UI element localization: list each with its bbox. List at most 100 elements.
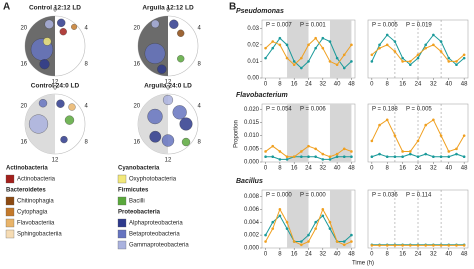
data-point	[416, 139, 420, 143]
x-tick-label: 8	[386, 82, 390, 88]
x-tick-label: 24	[305, 252, 312, 258]
data-point	[278, 150, 282, 153]
x-tick-label: 16	[291, 252, 298, 258]
data-point	[328, 155, 332, 159]
legend-label: Betaproteobacteria	[129, 232, 180, 238]
x-tick-label: 32	[430, 166, 437, 172]
data-point	[292, 240, 296, 243]
data-point	[292, 60, 296, 63]
data-point	[335, 63, 339, 67]
data-point	[370, 155, 374, 159]
data-point	[285, 56, 289, 60]
bubble	[181, 137, 191, 147]
data-point	[321, 158, 325, 161]
dark-period	[287, 190, 309, 248]
hour-label: 8	[85, 140, 89, 146]
legend-label: Cytophagia	[17, 210, 48, 216]
p-value: P = 0.005	[406, 107, 432, 113]
panel-label: A	[3, 2, 10, 13]
data-point	[455, 152, 458, 156]
data-point	[300, 56, 303, 60]
data-point	[278, 43, 282, 47]
data-point	[342, 66, 346, 70]
data-point	[321, 208, 325, 211]
data-point	[385, 43, 389, 47]
p-value: P = 0.000	[266, 193, 292, 199]
data-point	[285, 220, 289, 224]
data-point	[271, 46, 275, 50]
legend-group: Actinobacteria	[6, 166, 48, 172]
x-tick-label: 8	[278, 252, 282, 258]
data-point	[409, 152, 412, 156]
dark-period	[329, 104, 352, 162]
data-point	[393, 40, 397, 43]
data-point	[416, 155, 420, 159]
dark-period	[287, 104, 309, 162]
hour-label: 16	[133, 140, 140, 146]
data-point	[393, 50, 397, 53]
x-tick-label: 8	[386, 166, 390, 172]
data-point	[342, 243, 346, 247]
p-value: P = 0.001	[300, 23, 326, 29]
bubble	[157, 64, 167, 74]
data-point	[271, 220, 275, 224]
data-point	[314, 36, 317, 40]
x-tick-label: 0	[264, 166, 268, 172]
data-point	[416, 244, 420, 247]
legend-group: Proteobacteria	[118, 210, 161, 216]
legend-swatch	[117, 229, 127, 239]
p-value: P = 0.006	[300, 107, 326, 113]
bubble	[64, 115, 75, 125]
data-point	[321, 214, 325, 218]
data-point	[264, 155, 267, 159]
data-point	[307, 233, 310, 237]
data-point	[328, 40, 332, 43]
hour-label: 8	[198, 140, 202, 146]
data-point	[424, 244, 427, 247]
x-tick-label: 32	[430, 82, 437, 88]
x-tick-label: 48	[348, 82, 355, 88]
dark-period	[287, 20, 309, 78]
data-point	[455, 244, 458, 247]
data-point	[401, 56, 404, 60]
data-point	[455, 63, 458, 67]
data-point	[455, 60, 458, 63]
x-tick-label: 16	[399, 166, 406, 172]
bubble	[44, 19, 54, 29]
chart-title: Control 12:12 LD	[29, 5, 81, 12]
bubble	[149, 130, 162, 143]
x-tick-label: 16	[291, 82, 298, 88]
bubble	[28, 114, 49, 134]
x-tick-label: 48	[348, 166, 355, 172]
p-value: P = 0.019	[406, 23, 432, 29]
p-value: P = 0.007	[266, 23, 292, 29]
y-tick-label: 0.002	[244, 233, 260, 239]
data-point	[350, 240, 353, 243]
legend-swatch	[5, 229, 15, 239]
data-point	[393, 134, 397, 137]
legend-swatch	[117, 218, 127, 228]
y-tick-label: 0.004	[244, 220, 260, 226]
data-point	[335, 56, 339, 60]
data-point	[350, 43, 353, 47]
bubble	[179, 117, 193, 131]
data-point	[350, 155, 353, 159]
dark-period	[329, 190, 352, 248]
p-value: P = 0.005	[372, 23, 398, 29]
data-point	[439, 134, 443, 137]
legend-label: Chitinophagia	[17, 199, 54, 205]
y-tick-label: 0.02	[247, 42, 259, 48]
x-tick-label: 24	[415, 166, 422, 172]
bubble	[162, 94, 174, 106]
data-point	[328, 60, 332, 63]
legend-swatch	[5, 207, 15, 217]
data-point	[447, 150, 451, 153]
data-point	[447, 60, 451, 63]
x-tick-label: 40	[445, 252, 452, 258]
x-tick-label: 48	[348, 252, 355, 258]
data-point	[321, 36, 325, 40]
y-tick-label: 0.000	[244, 246, 260, 252]
legend-swatch	[5, 218, 15, 228]
x-tick-label: 40	[334, 252, 341, 258]
bubble	[43, 37, 52, 46]
